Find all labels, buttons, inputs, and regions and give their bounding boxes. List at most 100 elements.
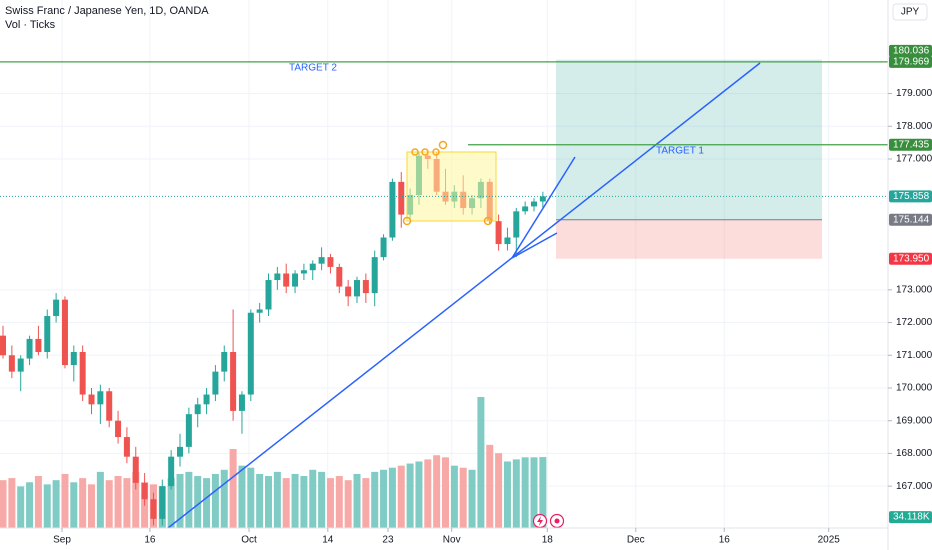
- volume-bar: [539, 457, 547, 528]
- volume-bar: [88, 484, 96, 528]
- x-tick-label: 2025: [818, 535, 841, 546]
- volume-bar: [34, 476, 42, 528]
- volume-bar: [486, 444, 494, 528]
- candle-body: [309, 263, 316, 271]
- volume-bar: [380, 469, 388, 528]
- price-tag-label: 173.950: [893, 253, 930, 264]
- volume-bar: [406, 463, 414, 528]
- volume-bar: [495, 453, 503, 528]
- price-tag-label: 180.036: [893, 46, 930, 57]
- price-tag: [889, 55, 932, 68]
- volume-bar: [123, 478, 131, 528]
- volume-bar: [256, 473, 264, 528]
- volume-bar: [238, 465, 246, 528]
- price-axis: 167.000 168.000 169.000 170.000 171.000 172.0…: [888, 88, 932, 492]
- volume-bar: [415, 461, 423, 528]
- y-tick-label: 168.000: [896, 448, 932, 459]
- y-tick-label: 169.000: [896, 415, 932, 426]
- currency-button[interactable]: [892, 3, 928, 21]
- x-tick-label: Nov: [443, 535, 461, 546]
- loss-zone: [556, 219, 822, 259]
- price-tag-label: 175.858: [893, 191, 930, 202]
- volume-bar: [265, 476, 273, 528]
- candle-body: [495, 221, 502, 245]
- consolidation-box: [406, 151, 497, 222]
- volume-bar: [503, 461, 511, 528]
- candle-body: [123, 437, 130, 457]
- profit-zone: [556, 59, 822, 220]
- volume-bar: [0, 480, 7, 528]
- volume-bar: [61, 473, 69, 528]
- x-tick-label: 16: [719, 535, 731, 546]
- volume-bar: [291, 473, 299, 528]
- volume-bar: [309, 469, 317, 528]
- volume-bar: [167, 478, 175, 528]
- candle-body: [230, 352, 237, 411]
- candle-body: [0, 335, 7, 356]
- candle-body: [194, 404, 201, 415]
- candle-body: [185, 414, 192, 447]
- candle-body: [531, 201, 538, 207]
- candle-body: [70, 352, 77, 366]
- volume-bar: [26, 482, 34, 528]
- volume-bar: [442, 457, 450, 528]
- candle-body: [115, 420, 122, 438]
- y-tick-label: 177.000: [896, 154, 932, 165]
- volume-bar: [397, 465, 405, 528]
- volume-bar: [433, 455, 441, 528]
- volume-bar: [300, 476, 308, 528]
- volume-bar: [335, 476, 343, 528]
- volume-bar: [273, 471, 281, 528]
- volume-bar: [468, 469, 476, 528]
- x-tick-label: 18: [542, 535, 554, 546]
- candle-body: [61, 299, 68, 366]
- time-axis: Sep 16 Oct 14 23 Nov 18 Dec 16 2025: [53, 528, 840, 546]
- candle-body: [247, 312, 254, 395]
- candle-body: [327, 257, 334, 267]
- candle-body: [97, 391, 104, 405]
- volume-bar: [43, 484, 51, 528]
- candle-body: [88, 394, 95, 405]
- x-tick-label: 23: [382, 535, 394, 546]
- volume-bar: [105, 480, 113, 528]
- price-tag-label: 177.435: [893, 139, 930, 150]
- candle-body: [79, 352, 86, 395]
- candle-body: [318, 257, 325, 264]
- price-tag-label: 34.118K: [893, 512, 930, 523]
- x-tick-label: 16: [144, 535, 156, 546]
- y-tick-label: 170.000: [896, 383, 932, 394]
- candle-body: [203, 394, 210, 405]
- x-tick-label: Dec: [627, 535, 645, 546]
- price-tag: [889, 252, 932, 265]
- candle-body: [168, 456, 175, 487]
- volume-bar: [530, 457, 538, 528]
- volume-bar: [353, 473, 361, 528]
- candle-body: [380, 237, 387, 258]
- target-label: TARGET 2: [289, 63, 337, 74]
- candle-body: [345, 286, 352, 297]
- trend-line: [511, 232, 558, 259]
- y-tick-label: 167.000: [896, 481, 932, 492]
- volume-bar: [229, 449, 237, 528]
- volume-bar: [247, 467, 255, 528]
- volume-bar: [424, 459, 432, 528]
- candle-body: [150, 499, 157, 519]
- y-tick-label: 178.000: [896, 121, 932, 132]
- volume-bar: [220, 469, 228, 528]
- volume-bar: [8, 478, 16, 528]
- volume-bar: [362, 478, 370, 528]
- candle-body: [177, 446, 184, 457]
- currency: JPY: [901, 7, 920, 18]
- volume-bar: [203, 478, 211, 528]
- candle-body: [389, 181, 396, 238]
- volume-bar: [176, 473, 184, 528]
- candle-body: [221, 352, 228, 372]
- volume-bar: [194, 476, 202, 528]
- candle-body: [132, 456, 139, 483]
- candle-body: [44, 316, 51, 352]
- volume-bar: [185, 471, 193, 528]
- candle-body: [17, 358, 24, 372]
- volume-bar: [318, 471, 326, 528]
- volume-bar: [388, 467, 396, 528]
